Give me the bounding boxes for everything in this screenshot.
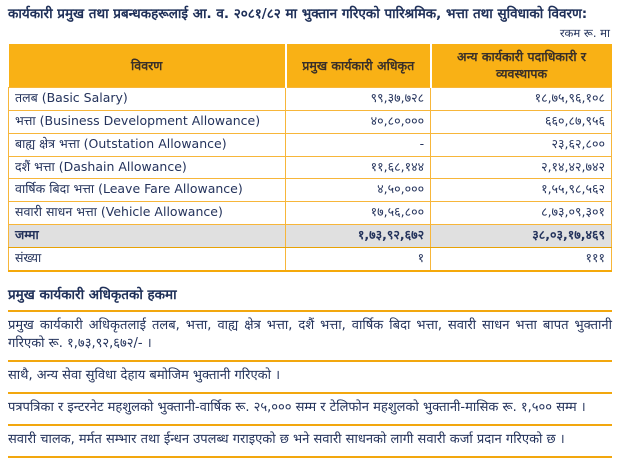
page-title: कार्यकारी प्रमुख तथा प्रबन्धकहरूलाई आ. व…: [8, 6, 588, 22]
col-header-other-officers: अन्य कार्यकारी पदाधिकारी र व्यवस्थापक: [429, 43, 612, 88]
ceo-value: ११,६८,१४४: [285, 155, 432, 180]
row-label: बाह्य क्षेत्र भत्ता (Outstation Allowanc…: [7, 132, 287, 157]
ceo-value: १७,५६,८००: [285, 201, 432, 226]
count-others-value: १११: [430, 247, 612, 272]
note-paragraph: पत्रपत्रिका र इन्टरनेट महशुलको भुक्तानी-…: [8, 391, 612, 424]
row-label: सवारी साधन भत्ता (Vehicle Allowance): [7, 201, 287, 226]
count-label: संख्या: [7, 247, 287, 272]
others-value: २,१४,४२,७४२: [430, 155, 612, 180]
note-paragraph: सवारी चालक, मर्मत सम्भार तथा ईन्धन उपलब्…: [8, 423, 612, 458]
total-others-value: ३८,०३,१७,४६९: [430, 224, 612, 249]
table-row: बाह्य क्षेत्र भत्ता (Outstation Allowanc…: [7, 132, 612, 157]
others-value: २३,६२,८००: [430, 132, 612, 157]
ceo-value: ४,५०,०००: [285, 178, 432, 203]
section-heading: प्रमुख कार्यकारी अधिकृतको हकमा: [8, 286, 177, 303]
ceo-value: ९९,३७,७२८: [285, 86, 432, 111]
notes-section: प्रमुख कार्यकारी अधिकृतलाई तलब, भत्ता, व…: [8, 309, 612, 458]
count-row: संख्या १ १११: [7, 247, 612, 272]
others-value: १,५५,९८,५६२: [430, 178, 612, 203]
table-row: दशैं भत्ता (Dashain Allowance) ११,६८,१४४…: [7, 155, 612, 180]
row-label: तलब (Basic Salary): [7, 86, 287, 111]
amount-unit-note: रकम रू. मा: [559, 25, 610, 40]
total-row: जम्मा १,७३,९२,६७२ ३८,०३,१७,४६९: [7, 224, 612, 249]
table-row: सवारी साधन भत्ता (Vehicle Allowance) १७,…: [7, 201, 612, 226]
row-label: दशैं भत्ता (Dashain Allowance): [7, 155, 287, 180]
ceo-value: ४०,८०,०००: [285, 109, 432, 134]
table-row: तलब (Basic Salary) ९९,३७,७२८ १८,७५,९६,१०…: [7, 86, 612, 111]
row-label: भत्ता (Business Development Allowance): [7, 109, 287, 134]
col-header-chief-executive: प्रमुख कार्यकारी अधिकृत: [284, 43, 431, 88]
total-ceo-value: १,७३,९२,६७२: [285, 224, 432, 249]
others-value: १८,७५,९६,१०८: [430, 86, 612, 111]
total-label: जम्मा: [7, 224, 287, 249]
remuneration-table: विवरण प्रमुख कार्यकारी अधिकृत अन्य कार्य…: [7, 43, 612, 272]
col-header-details: विवरण: [8, 43, 286, 88]
count-ceo-value: १: [285, 247, 432, 272]
report-page: कार्यकारी प्रमुख तथा प्रबन्धकहरूलाई आ. व…: [7, 5, 612, 458]
others-value: ६६०,८७,९५६: [430, 109, 612, 134]
row-label: वार्षिक बिदा भत्ता (Leave Fare Allowance…: [7, 178, 287, 203]
note-paragraph: साथै, अन्य सेवा सुविधा देहाय बमोजिम भुक्…: [8, 359, 612, 392]
ceo-value: -: [285, 132, 432, 157]
note-paragraph: प्रमुख कार्यकारी अधिकृतलाई तलब, भत्ता, व…: [8, 309, 612, 360]
table-row: भत्ता (Business Development Allowance) ४…: [7, 109, 612, 134]
table-header-row: विवरण प्रमुख कार्यकारी अधिकृत अन्य कार्य…: [8, 43, 612, 88]
others-value: ८,७३,०९,३०१: [430, 201, 612, 226]
table-row: वार्षिक बिदा भत्ता (Leave Fare Allowance…: [7, 178, 612, 203]
